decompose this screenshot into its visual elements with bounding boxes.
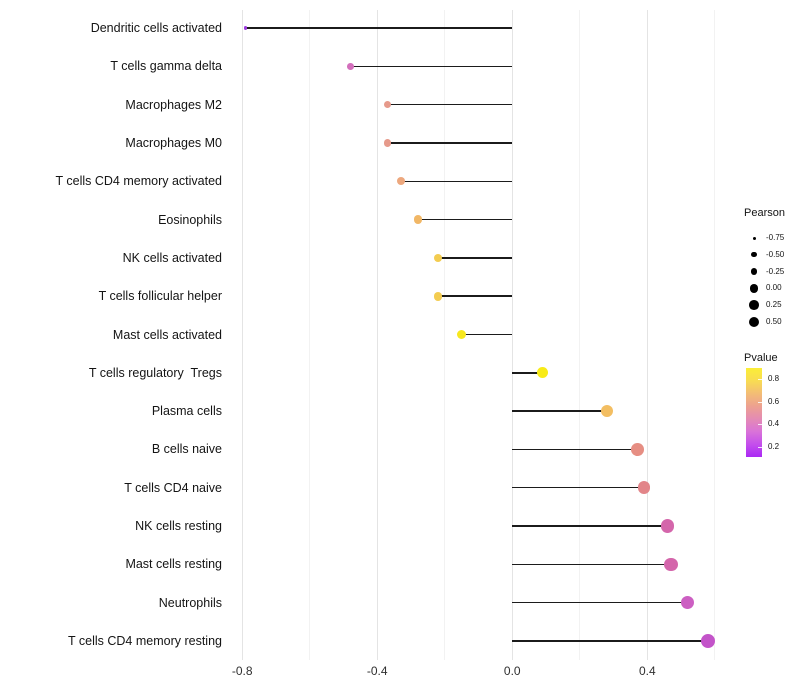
pearson-legend-label: 0.25: [766, 300, 782, 310]
data-point: [396, 177, 405, 186]
pearson-legend-label: -0.75: [766, 233, 785, 242]
pvalue-tick-mark: [758, 424, 762, 425]
data-point: [600, 405, 613, 418]
lollipop-stem: [512, 410, 607, 412]
data-point: [537, 367, 549, 379]
lollipop-stem: [437, 295, 513, 297]
data-point: [413, 215, 422, 224]
gridline-minor: [714, 10, 716, 660]
gridline-major: [241, 10, 243, 660]
data-point: [681, 596, 695, 610]
lollipop-stem: [350, 65, 513, 67]
data-point: [456, 329, 467, 340]
lollipop-stem: [512, 640, 709, 642]
data-point: [433, 291, 443, 301]
category-label: T cells regulatory Tregs: [88, 365, 222, 380]
data-point: [664, 557, 678, 572]
category-label: Dendritic cells activated: [90, 21, 222, 35]
pvalue-tick-label: 0.6: [768, 396, 780, 406]
category-label: T cells gamma delta: [110, 59, 222, 74]
pearson-legend-label: 0.50: [766, 317, 782, 326]
lollipop-stem: [512, 487, 644, 489]
category-label: NK cells resting: [135, 519, 222, 534]
x-tick-label: 0.4: [638, 664, 656, 678]
data-point: [660, 519, 675, 533]
pvalue-tick-mark: [758, 446, 762, 448]
lollipop-stem: [512, 448, 638, 451]
data-point: [346, 62, 354, 70]
lollipop-stem: [400, 180, 513, 182]
category-label: B cells naive: [151, 442, 222, 457]
pearson-legend-label: -0.50: [766, 249, 785, 259]
category-label: T cells CD4 memory activated: [55, 174, 223, 189]
pearson-legend-dot: [749, 284, 759, 293]
pearson-legend-label: -0.25: [766, 266, 785, 276]
pvalue-legend-title: Pvalue: [744, 352, 778, 364]
lollipop-stem: [387, 103, 513, 106]
pearson-legend-dot: [749, 300, 759, 311]
pearson-legend-dot: [751, 252, 757, 258]
data-point: [243, 26, 248, 30]
pearson-legend-title: Pearson: [744, 207, 785, 219]
gridline-major: [376, 10, 378, 660]
x-tick-label: -0.4: [366, 664, 388, 678]
pvalue-tick-mark: [758, 401, 762, 403]
data-point: [383, 100, 391, 109]
category-label: Eosinophils: [158, 212, 222, 227]
category-label: Mast cells resting: [125, 557, 222, 572]
category-label: T cells follicular helper: [98, 289, 222, 304]
gridline-major: [646, 10, 648, 660]
pearson-legend-label: 0.00: [766, 283, 782, 293]
category-label: Macrophages M0: [125, 135, 222, 150]
lollipop-stem: [512, 372, 543, 374]
lollipop-stem: [461, 333, 513, 336]
category-label: Neutrophils: [158, 595, 222, 610]
pvalue-tick-label: 0.8: [768, 374, 780, 383]
pvalue-colorbar: [746, 368, 762, 457]
plot-panel: [228, 10, 728, 660]
gridline-minor: [309, 10, 311, 660]
pearson-legend-dot: [752, 236, 756, 240]
gridline-minor: [579, 10, 581, 660]
gridline-minor: [444, 10, 446, 660]
category-label: T cells CD4 naive: [124, 480, 222, 495]
lollipop-stem: [512, 525, 668, 527]
category-label: Plasma cells: [151, 404, 222, 419]
gridline-major: [511, 10, 513, 660]
pearson-legend-dot: [748, 316, 760, 328]
category-label: T cells CD4 memory resting: [68, 634, 222, 648]
data-point: [383, 139, 391, 147]
lollipop-stem: [512, 563, 671, 566]
category-label: Macrophages M2: [125, 97, 222, 112]
lollipop-stem: [417, 218, 513, 221]
x-tick-label: 0.0: [503, 664, 521, 678]
category-label: NK cells activated: [122, 250, 222, 265]
data-point: [700, 633, 716, 649]
pearson-legend-dot: [750, 268, 758, 275]
data-point: [630, 443, 644, 456]
pvalue-tick-mark: [758, 379, 762, 380]
data-point: [433, 253, 443, 263]
lollipop-stem: [512, 601, 688, 604]
pvalue-tick-label: 0.2: [768, 441, 780, 451]
lollipop-stem: [245, 27, 513, 29]
x-tick-label: -0.8: [231, 664, 253, 678]
data-point: [637, 481, 651, 495]
lollipop-stem: [387, 142, 513, 144]
category-label: Mast cells activated: [112, 327, 222, 342]
pvalue-tick-label: 0.4: [768, 419, 780, 428]
lollipop-stem: [437, 257, 513, 259]
